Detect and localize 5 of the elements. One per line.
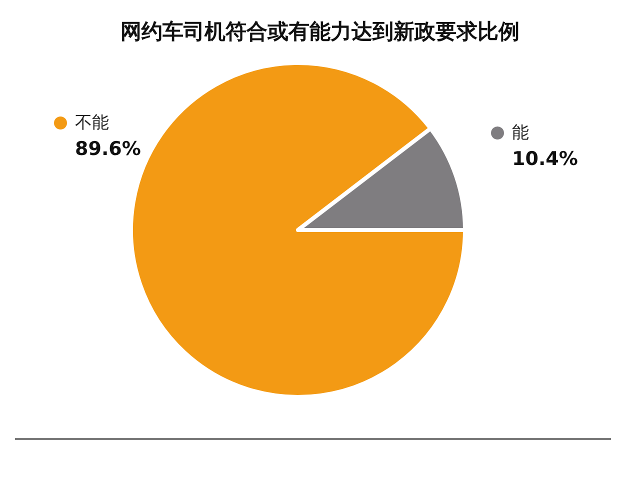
chart-title: 网约车司机符合或有能力达到新政要求比例	[120, 20, 520, 44]
legend-label: 能	[512, 123, 529, 143]
data-label: 10.4%	[512, 148, 578, 170]
data-label: 89.6%	[75, 138, 141, 160]
legend-label: 不能	[75, 113, 109, 133]
